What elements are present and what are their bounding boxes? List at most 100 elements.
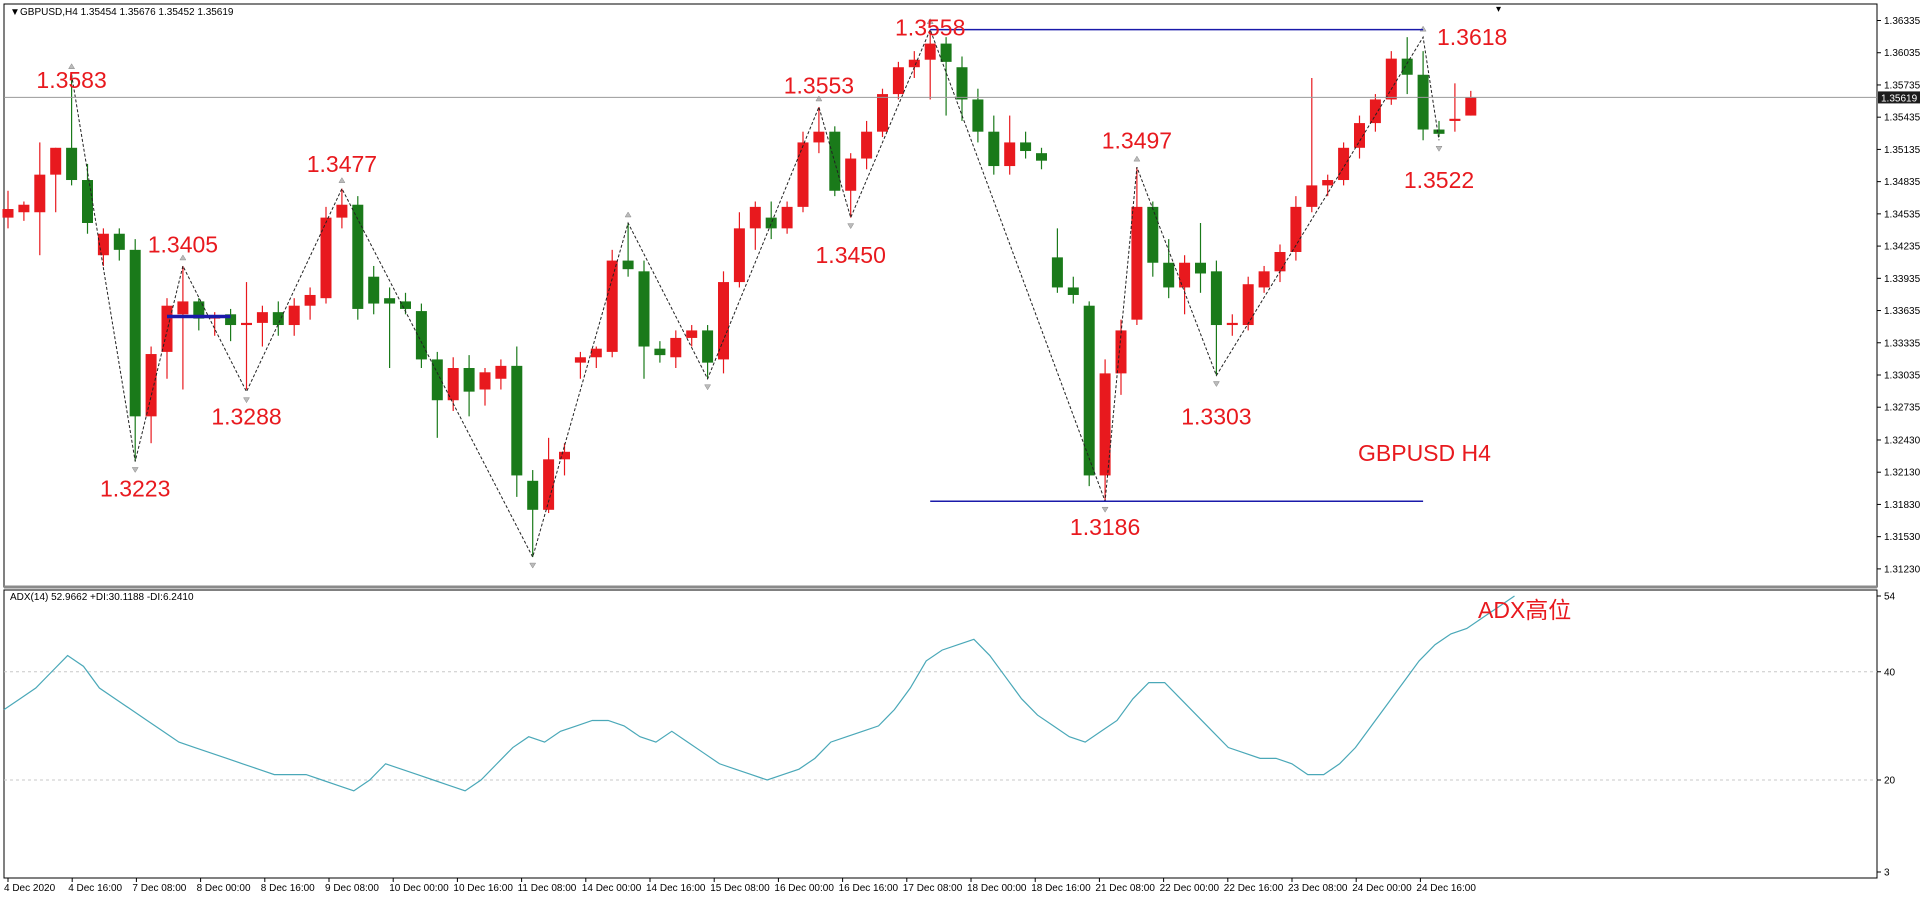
pivot-marker (131, 467, 139, 473)
candle-body (1369, 99, 1381, 124)
candle-body (686, 330, 698, 338)
price-tick-label: 1.32430 (1884, 435, 1920, 446)
candle-body (1020, 142, 1032, 152)
price-tick-label: 1.32130 (1884, 468, 1920, 479)
pivot-marker (1435, 146, 1443, 152)
candle (1083, 301, 1095, 487)
time-tick-label: 16 Dec 16:00 (839, 883, 899, 894)
time-tick-label: 18 Dec 00:00 (967, 883, 1027, 894)
time-tick-label: 14 Dec 00:00 (582, 883, 642, 894)
candle-body (638, 271, 650, 347)
time-tick-label: 23 Dec 08:00 (1288, 883, 1348, 894)
price-tick-label: 1.35435 (1884, 113, 1920, 124)
candle (272, 301, 284, 336)
time-tick-label: 16 Dec 00:00 (774, 883, 834, 894)
price-axis: 1.36335 1.36035 1.35735 1.35435 1.35135 1.348… (1877, 16, 1920, 575)
pivot-marker (815, 95, 823, 102)
candle-body (972, 99, 984, 132)
pivot-marker (847, 223, 855, 230)
candle-body (336, 204, 348, 218)
candle (1226, 314, 1238, 336)
current-price-marker: 1.35619 (4, 91, 1920, 104)
candle-body (590, 348, 602, 358)
candle (924, 29, 936, 100)
time-tick-label: 7 Dec 08:00 (132, 883, 186, 894)
candle-body (1290, 206, 1302, 252)
candle-body (1099, 373, 1111, 476)
time-tick-label: 9 Dec 08:00 (325, 883, 379, 894)
price-tick-label: 1.34535 (1884, 209, 1920, 220)
price-tick-label: 1.32735 (1884, 403, 1920, 414)
candle-body (1163, 262, 1175, 288)
candle-body (654, 348, 666, 356)
candle (718, 271, 729, 374)
candle-body (1465, 97, 1477, 116)
candle-body (733, 228, 745, 283)
candle-body (82, 180, 93, 223)
candle-body (1067, 287, 1079, 295)
candle (527, 470, 539, 558)
candle-body (145, 354, 157, 417)
candle (511, 346, 523, 497)
candle-body (892, 67, 904, 95)
pivot-marker (338, 177, 346, 183)
candle-body (288, 305, 300, 326)
candle (1210, 260, 1222, 376)
candle-body (845, 158, 857, 191)
candle (479, 368, 491, 406)
candle (590, 346, 602, 369)
candle-body (1179, 262, 1191, 288)
candle (559, 443, 570, 476)
candle (129, 239, 141, 462)
time-tick-label: 10 Dec 00:00 (389, 883, 449, 894)
candle-body (495, 365, 507, 379)
candle (749, 201, 761, 250)
candle (1036, 147, 1047, 170)
candle-body (97, 233, 109, 256)
candle-body (1306, 185, 1318, 207)
time-tick-label: 22 Dec 00:00 (1160, 883, 1220, 894)
time-tick-label: 4 Dec 16:00 (68, 883, 122, 894)
candle-body (129, 249, 141, 417)
candle-body (1258, 271, 1270, 288)
candle-body (1036, 153, 1047, 161)
price-annotation-label: 1.3477 (307, 151, 377, 177)
candle (447, 357, 459, 411)
adx-tick-label: 40 (1884, 667, 1896, 678)
time-tick-label: 18 Dec 16:00 (1031, 883, 1091, 894)
zigzag-path (71, 28, 1440, 559)
candle-body (34, 174, 46, 213)
candle-body (1210, 271, 1222, 326)
pivot-marker (926, 18, 934, 24)
price-tick-label: 1.33035 (1884, 370, 1920, 381)
candle (1433, 120, 1445, 138)
candle-body (1401, 58, 1413, 75)
candle-body (352, 204, 364, 309)
time-tick-label: 22 Dec 16:00 (1224, 883, 1284, 894)
pivot-marker (243, 397, 250, 404)
menu-triangle-icon[interactable]: ▼ (10, 7, 20, 18)
shift-marker-icon[interactable]: ▾ (1496, 4, 1501, 15)
candle (1067, 276, 1079, 304)
price-annotations: 1.3583 1.3223 1.3405 1.3288 1.3477 1.3553 1.34… (36, 14, 1507, 540)
candle (304, 287, 316, 320)
candle-body (1242, 284, 1254, 326)
candle-body (527, 480, 539, 510)
zigzag-line (68, 18, 1443, 569)
price-tick-label: 1.35135 (1884, 145, 1920, 156)
candle-body (415, 311, 427, 360)
candle-body (368, 276, 380, 304)
candle (781, 201, 793, 234)
candle-body (1131, 206, 1143, 320)
candle-body (161, 305, 173, 352)
candle (368, 265, 380, 315)
price-tick-label: 1.34235 (1884, 242, 1920, 253)
candle-body (1354, 123, 1365, 148)
time-tick-label: 24 Dec 16:00 (1416, 883, 1476, 894)
candle-body (1385, 58, 1397, 100)
pivot-marker (179, 254, 187, 261)
candle-body (877, 94, 888, 132)
candle-body (797, 142, 809, 207)
level-lines[interactable] (167, 28, 1424, 502)
